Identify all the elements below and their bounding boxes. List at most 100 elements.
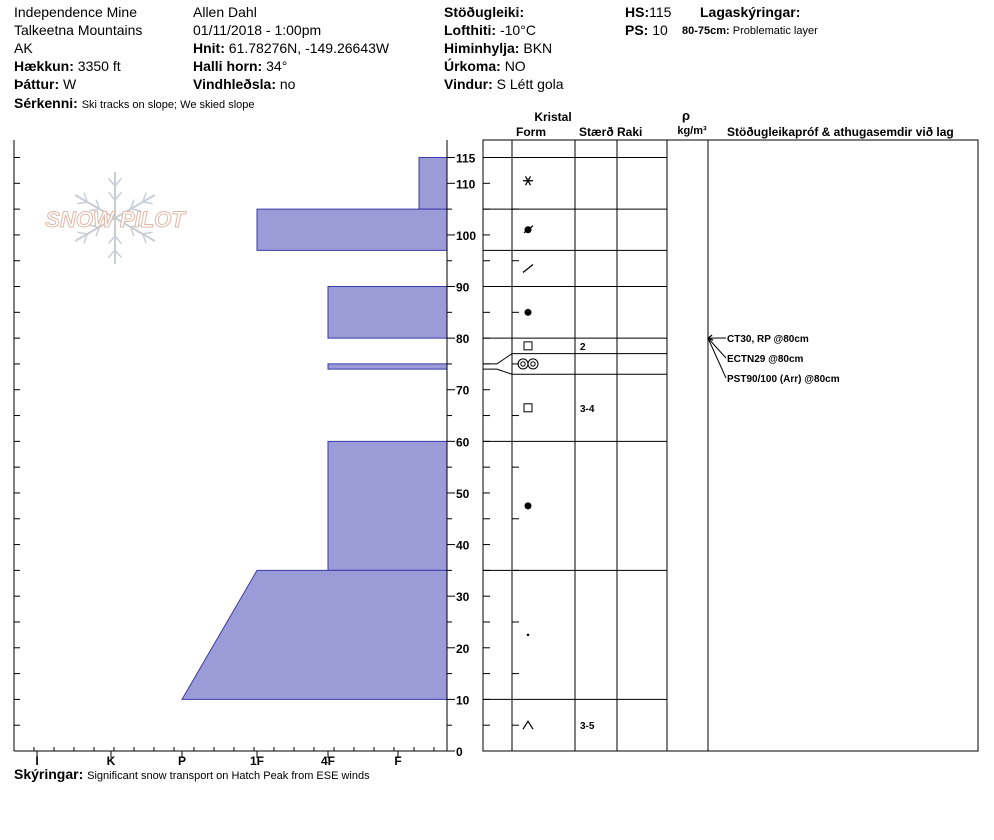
hardness-tick-label: I	[35, 754, 38, 768]
hs-value: 115	[649, 4, 672, 20]
logo-branch	[114, 249, 123, 259]
layer-connector	[483, 353, 513, 365]
logo-branch	[89, 208, 100, 212]
test-label: PST90/100 (Arr) @80cm	[727, 374, 840, 385]
logo-branch	[107, 235, 116, 245]
caret-stroke	[522, 720, 534, 730]
state: AK	[14, 40, 33, 56]
logo-spoke	[114, 217, 156, 242]
dot-shape	[524, 502, 532, 510]
logo-branch	[107, 177, 116, 187]
logo-branch	[107, 191, 116, 201]
notes-row: Skýringar: Significant snow transport on…	[14, 765, 370, 785]
logo-branch	[114, 177, 123, 187]
grain-form-slash	[522, 263, 534, 273]
height-tick-label: 80	[456, 332, 470, 346]
layer-note-row: 80-75cm: Problematic layer	[682, 22, 818, 40]
star-stroke	[524, 176, 532, 186]
test-arrow	[706, 334, 714, 341]
logo-branch	[77, 201, 88, 205]
features-row: Sérkenni: Ski tracks on slope; We skied …	[14, 94, 255, 114]
grain-size-label: 3-5	[580, 721, 595, 732]
ps-row: PS: 10	[625, 21, 668, 39]
layer-connector	[483, 368, 513, 375]
features-label: Sérkenni:	[14, 95, 78, 111]
square-shape	[523, 341, 533, 351]
ring-outer	[527, 358, 539, 370]
hardness-tick-label: 4F	[321, 754, 335, 768]
logo-branch	[89, 224, 100, 228]
notes-label: Skýringar:	[14, 766, 84, 782]
logo-branch	[130, 208, 141, 212]
precip-row: Úrkoma: NO	[444, 57, 526, 75]
grain-form-star	[523, 176, 533, 186]
stability-label: Stöðugleiki:	[444, 4, 525, 20]
ps-label: PS:	[625, 22, 649, 38]
hardness-tick-label: 1F	[250, 754, 264, 768]
hardness-profile	[181, 157, 448, 700]
logo-branch	[142, 231, 153, 235]
grain-form-caret	[522, 720, 534, 730]
logo-branch	[142, 201, 153, 205]
test-label: ECTN29 @80cm	[727, 354, 804, 365]
test-leader	[707, 337, 727, 359]
location: Independence Mine	[14, 4, 137, 20]
slash-stroke	[522, 263, 534, 273]
logo-branch	[114, 191, 123, 201]
layer-note-text: Problematic layer	[732, 25, 818, 37]
logo-branch	[107, 249, 116, 259]
grain-form-dot	[524, 502, 532, 510]
logo-branch	[129, 226, 135, 237]
square-shape	[523, 403, 533, 413]
coords-value: 61.78276N, -149.26643W	[228, 40, 390, 56]
slope-value: 34°	[266, 58, 288, 74]
sky-value: BKN	[523, 40, 553, 56]
hs-row: HS:115	[625, 3, 671, 21]
logo-branch	[95, 226, 101, 237]
height-tick-label: 10	[456, 693, 470, 707]
hardness-tick-label: F	[394, 754, 401, 768]
datetime: 01/11/2018 - 1:00pm	[193, 22, 322, 38]
ring-inner	[530, 361, 536, 367]
layer-note-range: 80-75cm:	[682, 25, 730, 37]
hardness-layer	[327, 286, 448, 339]
sky-row: Himinhylja: BKN	[444, 39, 552, 57]
hardness-tick-label: P	[178, 754, 186, 768]
crystal-header: Kristal	[534, 110, 571, 124]
hardness-layer	[181, 569, 448, 700]
grain-form-double-ring	[517, 358, 539, 370]
hardness-layer	[327, 363, 448, 370]
aspect-label: Þáttur:	[14, 76, 60, 92]
grain-form-decomp	[523, 225, 534, 234]
height-tick-label: 60	[456, 435, 470, 449]
slope-label: Halli horn:	[193, 58, 263, 74]
test-label: CT30, RP @80cm	[727, 334, 809, 345]
layer-table: 2 3-4 3-5 CT30, RP @80cm ECTN29 @80cm PST90/1…	[483, 157, 840, 752]
air-temp-row: Lofthiti: -10°C	[444, 21, 536, 39]
density-unit: kg/m³	[677, 125, 707, 137]
logo-branch	[83, 233, 88, 244]
coords-label: Hnit:	[193, 40, 225, 56]
wind-loading-label: Vindhleðsla:	[193, 76, 276, 92]
hardness-layer	[418, 157, 448, 210]
small-dot-shape	[526, 633, 530, 637]
form-header: Form	[516, 125, 546, 139]
height-tick-label: 110	[456, 177, 476, 191]
height-tick-label: 20	[456, 642, 470, 656]
density-symbol: ρ	[682, 108, 690, 123]
aspect-row: Þáttur: W	[14, 75, 76, 93]
logo-branch	[77, 231, 88, 235]
coords-row: Hnit: 61.78276N, -149.26643W	[193, 39, 389, 57]
grain-size-label: 2	[580, 342, 586, 353]
logo-branch	[114, 235, 123, 245]
elevation-label: Hækkun:	[14, 58, 74, 74]
dot-shape	[524, 308, 532, 316]
grain-size-label: 3-4	[580, 404, 595, 415]
logo-branch	[83, 192, 88, 203]
wind-label: Vindur:	[444, 76, 493, 92]
logo-branch	[142, 192, 147, 203]
wind-row: Vindur: S Létt gola	[444, 75, 564, 93]
table-frame	[482, 139, 979, 752]
wind-loading-row: Vindhleðsla: no	[193, 75, 295, 93]
